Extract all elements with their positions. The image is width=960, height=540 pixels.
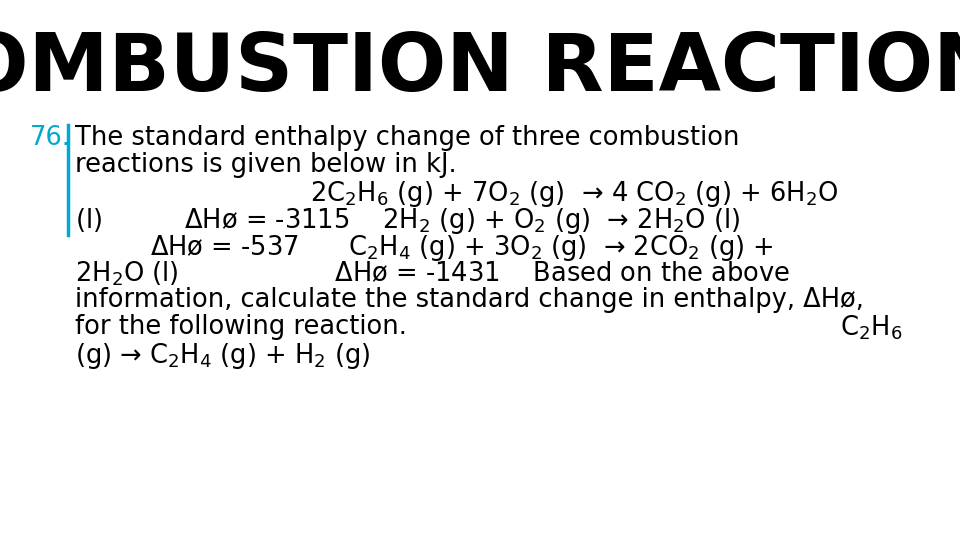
Text: reactions is given below in kJ.: reactions is given below in kJ. <box>75 152 457 178</box>
Text: (g) → C$_2$H$_4$ (g) + H$_2$ (g): (g) → C$_2$H$_4$ (g) + H$_2$ (g) <box>75 341 371 371</box>
Text: (l)          ΔHø = -3115    2H$_2$ (g) + O$_2$ (g)  → 2H$_2$O (l): (l) ΔHø = -3115 2H$_2$ (g) + O$_2$ (g) →… <box>75 206 740 236</box>
Text: ΔHø = -537      C$_2$H$_4$ (g) + 3O$_2$ (g)  → 2CO$_2$ (g) +: ΔHø = -537 C$_2$H$_4$ (g) + 3O$_2$ (g) →… <box>150 233 774 263</box>
Text: 2C$_2$H$_6$ (g) + 7O$_2$ (g)  → 4 CO$_2$ (g) + 6H$_2$O: 2C$_2$H$_6$ (g) + 7O$_2$ (g) → 4 CO$_2$ … <box>310 179 838 209</box>
Text: The standard enthalpy change of three combustion: The standard enthalpy change of three co… <box>75 125 739 151</box>
Text: for the following reaction.: for the following reaction. <box>75 314 407 340</box>
Text: 2H$_2$O (l)                   ΔHø = -1431    Based on the above: 2H$_2$O (l) ΔHø = -1431 Based on the abo… <box>75 260 790 288</box>
Text: information, calculate the standard change in enthalpy, ΔHø,: information, calculate the standard chan… <box>75 287 864 313</box>
Text: C$_2$H$_6$: C$_2$H$_6$ <box>840 314 902 342</box>
Text: 76.: 76. <box>30 125 71 151</box>
Text: COMBUSTION REACTIONS: COMBUSTION REACTIONS <box>0 30 960 108</box>
